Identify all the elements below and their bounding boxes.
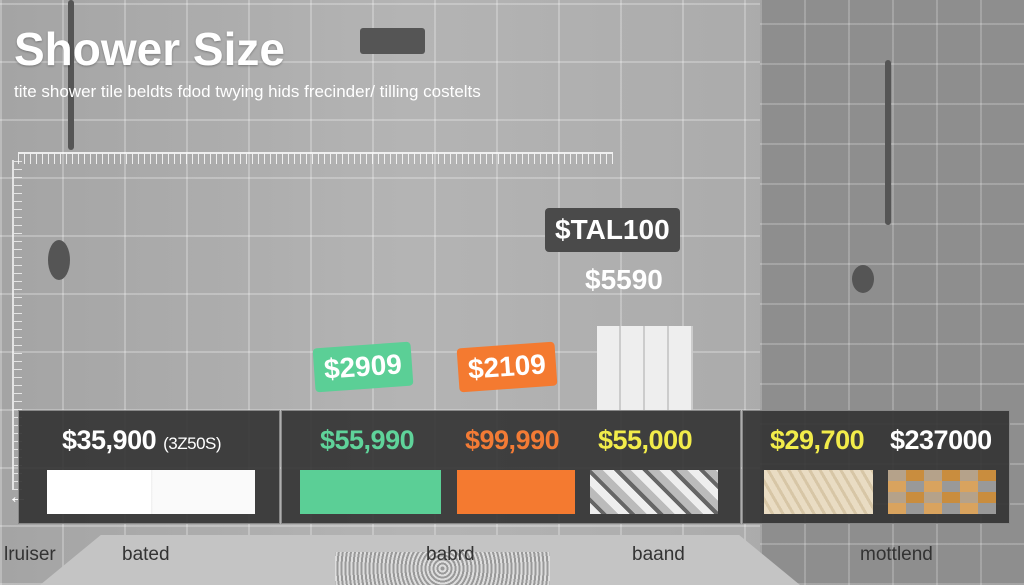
swatch-white-marble [47, 470, 255, 514]
valve-icon [852, 265, 874, 293]
ruler-vertical [12, 160, 22, 490]
valve-icon [48, 240, 70, 280]
shower-head-icon [360, 28, 425, 54]
label-5: mottlend [860, 544, 933, 565]
subtitle: tite shower tile beldts fdod twying hids… [14, 82, 481, 101]
price-6: $237000 [890, 425, 992, 455]
drain [335, 552, 550, 585]
price-2: $55,990 [320, 425, 415, 455]
label-3: babrd [426, 544, 475, 565]
price-4: $55,000 [598, 425, 693, 455]
swatch-mosaic [590, 470, 718, 514]
label-2: bated [122, 544, 170, 565]
total-value: $5590 [585, 264, 663, 295]
shower-pipe-right [885, 60, 891, 225]
price-5: $29,700 [770, 425, 865, 455]
price-1: $35,900 (3Z50S) [62, 425, 222, 455]
swatch-mixed-wood [888, 470, 996, 514]
price-3: $99,990 [465, 425, 560, 455]
ruler-horizontal [18, 152, 613, 164]
green-price-tag: $2909 [312, 341, 414, 393]
label-1: lruiser [4, 544, 56, 565]
orange-price-tag: $2109 [456, 341, 558, 393]
total-tag: $TAL100 [545, 208, 680, 252]
swatch-light-wood [764, 470, 873, 514]
page-title: Shower Size [14, 23, 285, 75]
label-4: baand [632, 544, 685, 565]
swatch-green [300, 470, 441, 514]
tile-sample [597, 326, 693, 410]
shower-pipe-left [68, 0, 74, 150]
swatch-orange [457, 470, 575, 514]
